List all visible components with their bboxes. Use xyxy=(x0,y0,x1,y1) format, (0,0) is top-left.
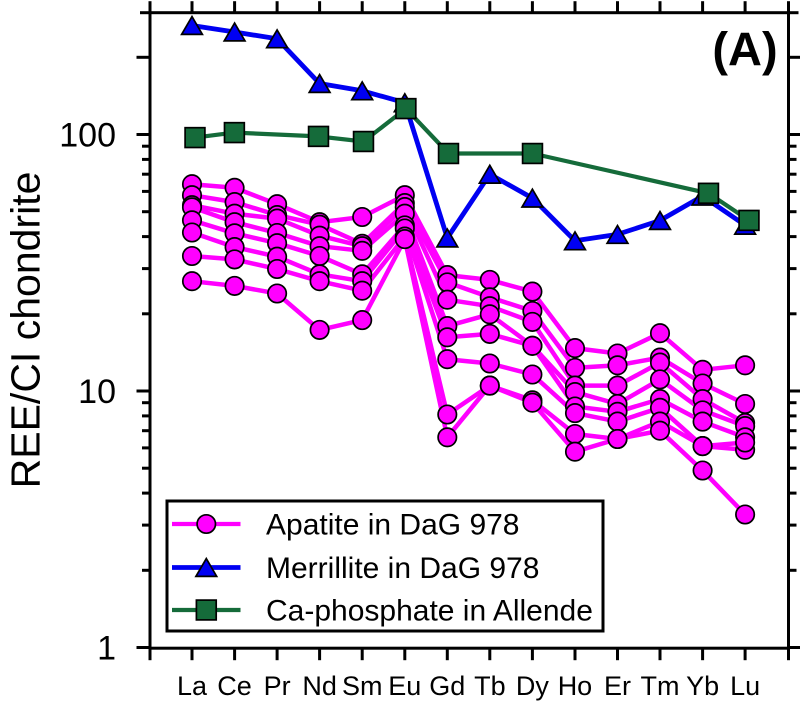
svg-text:Pr: Pr xyxy=(264,671,291,701)
svg-text:1: 1 xyxy=(97,630,116,668)
svg-text:Merrillite in DaG 978: Merrillite in DaG 978 xyxy=(266,552,539,585)
svg-text:Dy: Dy xyxy=(516,671,549,701)
svg-text:(A): (A) xyxy=(712,23,777,76)
svg-text:Ho: Ho xyxy=(558,671,593,701)
svg-text:Tb: Tb xyxy=(474,671,506,701)
svg-text:Lu: Lu xyxy=(730,671,760,701)
svg-text:Eu: Eu xyxy=(388,671,421,701)
svg-text:Nd: Nd xyxy=(302,671,337,701)
svg-text:Sm: Sm xyxy=(342,671,383,701)
svg-text:Ca-phosphate in Allende: Ca-phosphate in Allende xyxy=(266,595,593,628)
svg-text:REE/CI chondrite: REE/CI chondrite xyxy=(3,172,49,489)
svg-text:Ce: Ce xyxy=(217,671,252,701)
svg-text:Apatite in DaG 978: Apatite in DaG 978 xyxy=(266,509,520,542)
svg-text:10: 10 xyxy=(78,373,116,411)
svg-text:Er: Er xyxy=(604,671,631,701)
svg-text:La: La xyxy=(177,671,208,701)
svg-text:Tm: Tm xyxy=(641,671,680,701)
svg-text:100: 100 xyxy=(59,117,116,155)
svg-text:Yb: Yb xyxy=(686,671,719,701)
svg-text:Gd: Gd xyxy=(429,671,465,701)
